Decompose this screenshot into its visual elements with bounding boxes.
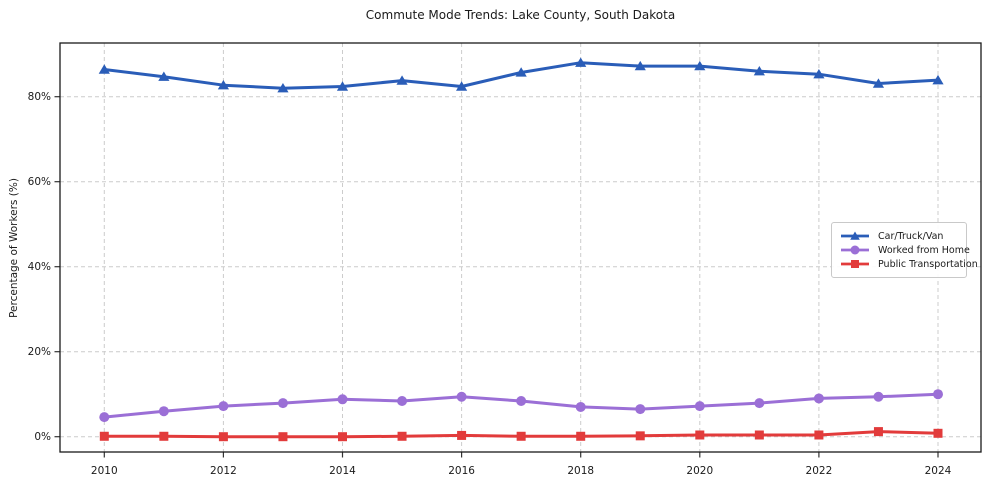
marker-car-truck-van (932, 74, 944, 85)
x-tick-label: 2018 (567, 465, 594, 477)
marker-worked-from-home (218, 401, 229, 412)
marker-car-truck-van (336, 81, 349, 91)
x-tick-label: 2022 (806, 465, 833, 477)
marker-worked-from-home (813, 393, 824, 404)
marker-car-truck-van (396, 75, 408, 85)
marker-worked-from-home (635, 404, 646, 415)
legend: Car/Truck/Van Worked from Home Public Tran… (831, 222, 978, 278)
x-tick-label: 2016 (448, 465, 475, 477)
marker-public-transportation (159, 431, 169, 441)
marker-public-transportation (516, 431, 526, 441)
marker-public-transportation (635, 431, 645, 441)
marker-worked-from-home (694, 401, 705, 412)
legend-item-public-transportation: Public Transportation (840, 258, 978, 270)
legend-item-car-truck-van: Car/Truck/Van (840, 230, 958, 242)
marker-public-transportation (576, 431, 586, 441)
marker-public-transportation (873, 427, 883, 437)
y-tick-label: 0% (34, 431, 51, 443)
marker-car-truck-van (753, 66, 765, 76)
y-tick-label: 60% (28, 176, 51, 188)
plot-border (59, 42, 982, 453)
marker-public-transportation (338, 432, 347, 442)
marker-car-truck-van (98, 64, 110, 74)
marker-public-transportation (278, 432, 288, 442)
marker-worked-from-home (575, 401, 586, 412)
marker-public-transportation (457, 430, 467, 440)
marker-worked-from-home (99, 412, 110, 423)
marker-car-truck-van (813, 68, 825, 79)
chart-title: Commute Mode Trends: Lake County, South … (365, 8, 676, 22)
marker-public-transportation (99, 431, 109, 441)
marker-public-transportation (695, 430, 705, 440)
legend-marker-square-icon (841, 260, 869, 268)
marker-car-truck-van (456, 81, 468, 91)
marker-public-transportation (397, 431, 407, 441)
legend-marker-circle-icon (841, 245, 869, 255)
marker-worked-from-home (873, 391, 884, 402)
x-tick-label: 2020 (686, 465, 713, 477)
marker-worked-from-home (337, 394, 348, 405)
x-tick-label: 2014 (329, 465, 356, 477)
legend-item-label: Public Transportation (878, 258, 978, 270)
marker-public-transportation (218, 432, 228, 442)
marker-worked-from-home (277, 398, 288, 409)
marker-public-transportation (814, 430, 824, 440)
marker-worked-from-home (516, 396, 527, 406)
marker-car-truck-van (158, 71, 170, 81)
legend-item-label: Worked from Home (878, 244, 970, 256)
marker-worked-from-home (754, 398, 765, 409)
marker-public-transportation (754, 430, 764, 440)
marker-worked-from-home (158, 406, 169, 417)
marker-worked-from-home (456, 391, 467, 402)
marker-car-truck-van (872, 78, 885, 88)
legend-item-worked-from-home: Worked from Home (840, 244, 970, 256)
marker-car-truck-van (694, 60, 706, 71)
marker-car-truck-van (515, 67, 527, 77)
marker-public-transportation (933, 428, 943, 438)
marker-car-truck-van (277, 83, 289, 93)
legend-item-label: Car/Truck/Van (878, 230, 944, 242)
marker-car-truck-van (575, 57, 587, 67)
marker-worked-from-home (933, 389, 943, 400)
x-tick-label: 2010 (91, 465, 118, 477)
x-tick-label: 2024 (925, 465, 952, 477)
marker-car-truck-van (634, 60, 646, 71)
y-tick-label: 40% (28, 261, 51, 273)
x-tick-label: 2012 (210, 465, 237, 477)
marker-car-truck-van (217, 80, 229, 90)
y-tick-label: 80% (28, 91, 51, 103)
y-tick-label: 20% (28, 346, 51, 358)
marker-worked-from-home (397, 396, 408, 406)
legend-marker-triangle-icon (841, 231, 869, 240)
